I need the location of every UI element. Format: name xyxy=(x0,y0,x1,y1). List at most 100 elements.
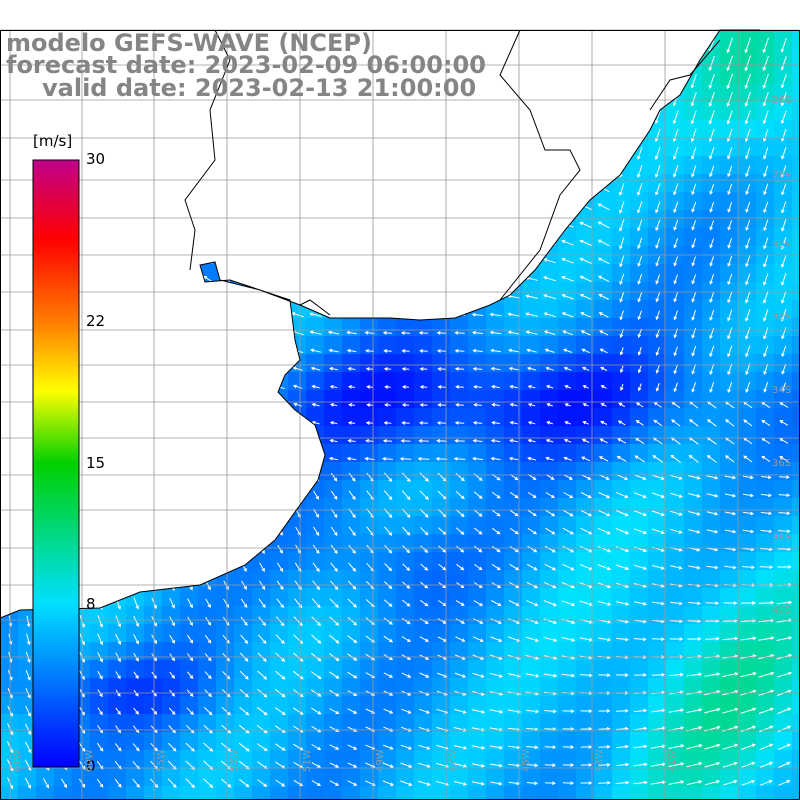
wind-arrow xyxy=(525,294,539,299)
speed-cell xyxy=(396,300,415,319)
speed-cell xyxy=(504,156,523,175)
wind-arrow xyxy=(419,618,429,625)
speed-cell xyxy=(162,120,181,139)
speed-cell xyxy=(792,786,800,800)
wind-arrow xyxy=(347,744,358,750)
wind-arrow xyxy=(763,273,769,286)
speed-cell xyxy=(360,516,379,535)
speed-cell xyxy=(756,156,775,175)
wind-arrow xyxy=(398,186,413,191)
speed-cell xyxy=(342,732,361,751)
speed-cell xyxy=(360,210,379,229)
speed-cell xyxy=(378,444,397,463)
speed-cell xyxy=(360,264,379,283)
speed-cell xyxy=(90,678,109,697)
speed-cell xyxy=(684,678,703,697)
speed-cell xyxy=(738,444,757,463)
wind-arrow xyxy=(509,509,519,517)
speed-cell xyxy=(108,516,127,535)
wind-arrow xyxy=(597,167,610,175)
wind-arrow xyxy=(489,276,502,281)
speed-cell xyxy=(594,480,613,499)
wind-arrow xyxy=(727,220,733,231)
speed-cell xyxy=(648,498,667,517)
wind-arrow xyxy=(543,258,556,264)
speed-cell xyxy=(414,678,433,697)
wind-arrow xyxy=(238,240,249,246)
speed-cell xyxy=(630,48,649,67)
wind-arrow xyxy=(384,472,393,482)
wind-arrow xyxy=(329,780,340,786)
wind-arrow xyxy=(526,366,537,371)
speed-cell xyxy=(144,660,163,679)
speed-cell xyxy=(270,570,289,589)
wind-arrow xyxy=(579,168,592,174)
speed-cell xyxy=(666,408,685,427)
speed-cell xyxy=(774,66,793,85)
speed-cell xyxy=(144,318,163,337)
wind-arrow xyxy=(418,295,429,299)
wind-arrow xyxy=(526,781,539,786)
speed-cell xyxy=(576,372,595,391)
speed-cell xyxy=(432,732,451,751)
speed-cell xyxy=(522,318,541,337)
speed-cell xyxy=(252,588,271,607)
speed-cell xyxy=(702,48,721,67)
wind-arrow xyxy=(726,110,733,125)
wind-arrow xyxy=(655,256,661,267)
speed-cell xyxy=(720,678,739,697)
speed-cell xyxy=(90,660,109,679)
speed-cell xyxy=(162,696,181,715)
speed-cell xyxy=(468,606,487,625)
wind-arrow xyxy=(781,165,787,178)
speed-cell xyxy=(468,462,487,481)
speed-cell xyxy=(558,570,577,589)
wind-arrow xyxy=(24,741,32,754)
speed-cell xyxy=(234,408,253,427)
wind-arrow xyxy=(238,438,250,444)
wind-arrow xyxy=(308,276,323,281)
speed-cell xyxy=(468,552,487,571)
wind-arrow xyxy=(580,114,591,120)
wind-arrow xyxy=(615,510,629,517)
wind-arrow xyxy=(437,672,448,678)
speed-cell xyxy=(594,48,613,67)
wind-arrow xyxy=(597,239,610,247)
wind-arrow xyxy=(417,240,430,245)
speed-cell xyxy=(396,516,415,535)
wind-arrow xyxy=(509,402,518,407)
speed-cell xyxy=(774,444,793,463)
speed-cell xyxy=(342,678,361,697)
wind-arrow xyxy=(723,779,738,786)
wind-arrow xyxy=(238,312,249,318)
wind-arrow xyxy=(763,219,769,232)
wind-arrow xyxy=(690,74,697,89)
wind-arrow xyxy=(291,240,304,246)
speed-cell xyxy=(702,318,721,337)
speed-cell xyxy=(612,660,631,679)
speed-cell xyxy=(396,642,415,661)
wind-arrow xyxy=(220,437,232,445)
speed-cell xyxy=(630,480,649,499)
wind-arrow xyxy=(131,347,141,355)
speed-cell xyxy=(450,786,469,800)
latitude-label: 30S xyxy=(772,240,792,251)
wind-arrow xyxy=(760,529,773,534)
speed-cell xyxy=(216,264,235,283)
wind-arrow xyxy=(256,240,267,246)
wind-arrow xyxy=(98,543,103,556)
speed-cell xyxy=(612,732,631,751)
wind-arrow xyxy=(276,562,284,572)
wind-arrow xyxy=(743,455,753,463)
speed-cell xyxy=(378,660,397,679)
wind-arrow xyxy=(708,128,715,143)
wind-arrow xyxy=(619,237,625,250)
wind-arrow xyxy=(525,60,538,65)
wind-arrow xyxy=(525,636,540,642)
speed-cell xyxy=(702,336,721,355)
wind-arrow xyxy=(419,526,429,536)
speed-cell xyxy=(504,624,523,643)
wind-arrow xyxy=(637,237,643,250)
speed-cell xyxy=(126,336,145,355)
speed-cell xyxy=(144,714,163,733)
